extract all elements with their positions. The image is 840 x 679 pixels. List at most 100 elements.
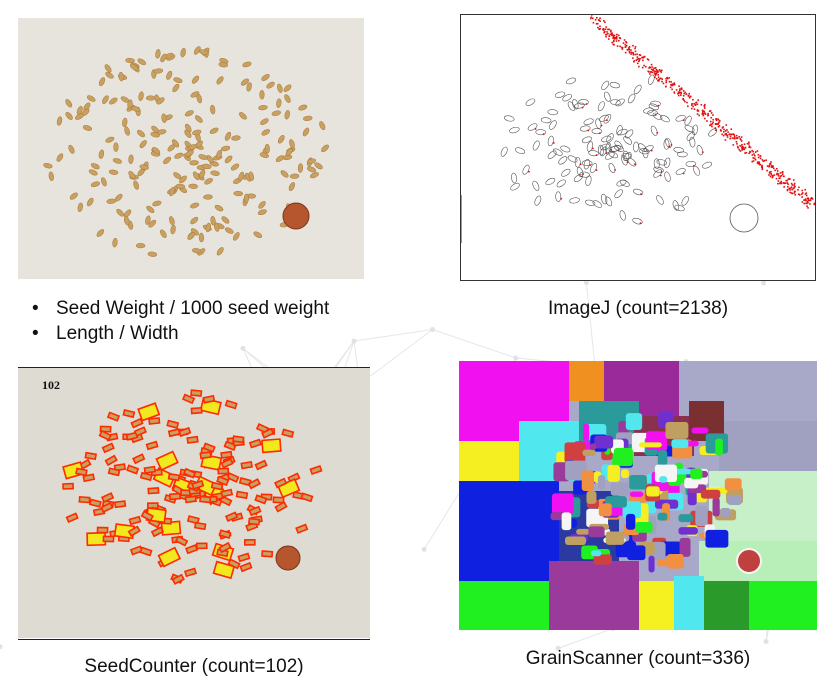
seed (77, 202, 83, 213)
detection-box (139, 471, 153, 482)
seed (163, 156, 172, 165)
grain-segment (635, 521, 653, 533)
seed-detection (171, 573, 185, 585)
seed (114, 193, 123, 202)
seed-detection (227, 558, 241, 570)
seed-detection (106, 411, 121, 422)
edge-artifact (784, 182, 787, 184)
seed (192, 248, 202, 254)
edge-artifact (637, 57, 640, 60)
edge-artifact (608, 35, 610, 38)
edge-artifact (803, 202, 806, 205)
seed-detection (178, 426, 192, 438)
edge-artifact (664, 85, 667, 88)
seed (127, 99, 133, 109)
seed (108, 169, 119, 175)
seed (289, 139, 295, 149)
edge-artifact (609, 33, 612, 36)
seed (258, 105, 268, 111)
seed-outline (638, 143, 647, 152)
edge-artifact (741, 149, 743, 151)
penny-outline (729, 203, 759, 233)
seed-outline (604, 91, 611, 102)
edge-artifact (709, 120, 712, 123)
seed-outline (504, 115, 515, 122)
edge-artifact (739, 145, 742, 147)
seed-outline (684, 115, 692, 126)
seed (170, 224, 176, 235)
seed-outline (592, 200, 602, 208)
edge-artifact (712, 114, 714, 116)
seed-detection (130, 417, 144, 429)
detection-box (224, 511, 239, 523)
network-line (557, 628, 613, 649)
edge-artifact (650, 68, 653, 71)
seedcounter-count-label: 102 (42, 378, 60, 392)
edge-artifact (770, 165, 773, 167)
seed-detection (199, 495, 212, 504)
edge-artifact (612, 43, 615, 46)
edge-artifact (627, 48, 629, 51)
edge-artifact (732, 144, 735, 146)
edge-artifact (806, 201, 809, 203)
edge-artifact (793, 182, 796, 185)
edge-artifact (740, 147, 743, 149)
seed (306, 158, 317, 165)
edge-artifact (671, 83, 674, 86)
seed (210, 104, 216, 115)
edge-artifact (809, 199, 812, 202)
edge-artifact (790, 182, 793, 185)
edge-artifact (779, 172, 782, 174)
seed (69, 192, 78, 200)
seed-detection (148, 417, 161, 425)
seed-outline (664, 157, 671, 168)
seed-outline (643, 145, 654, 153)
edge-artifact (715, 117, 718, 120)
detection-box (186, 515, 200, 525)
edge-artifact (590, 16, 593, 19)
seed (190, 91, 200, 98)
edge-artifact (589, 17, 592, 20)
edge-artifact (807, 207, 809, 209)
detection-box (218, 529, 232, 539)
network-node (513, 355, 519, 361)
grain-segment (700, 489, 721, 499)
edge-artifact (789, 191, 791, 194)
edge-artifact (801, 201, 804, 203)
seed-point (582, 173, 584, 175)
seed-detection (254, 459, 268, 471)
edge-artifact (677, 92, 679, 95)
edge-artifact (710, 116, 713, 119)
edge-artifact (690, 107, 693, 110)
edge-artifact (778, 177, 781, 180)
grain-segment (679, 537, 691, 557)
seed (303, 115, 313, 121)
seed-outline (673, 147, 685, 154)
seed-point (528, 170, 530, 173)
seed-point (542, 133, 545, 136)
grain-segment (646, 486, 660, 497)
edge-artifact (592, 21, 595, 24)
seed (155, 49, 161, 59)
edge-artifact (621, 48, 624, 50)
edge-artifact (777, 174, 780, 177)
network-line (353, 329, 433, 342)
grain-segment (629, 491, 644, 497)
edge-artifact (652, 69, 654, 71)
grain-segment (657, 512, 668, 521)
edge-artifact (810, 197, 813, 199)
seed-outline (583, 118, 594, 125)
edge-artifact (647, 59, 650, 61)
edge-artifact (798, 186, 800, 189)
detection-box (195, 542, 208, 550)
seed-outline (555, 191, 562, 202)
seed-point (668, 145, 671, 148)
edge-artifact (660, 69, 663, 72)
seed-outline (621, 155, 628, 166)
seed (122, 117, 128, 128)
grain-segment (586, 490, 597, 504)
edge-artifact (748, 152, 751, 155)
seed-outline (643, 107, 654, 114)
edge-artifact (702, 113, 705, 115)
seed-detection (232, 435, 245, 444)
